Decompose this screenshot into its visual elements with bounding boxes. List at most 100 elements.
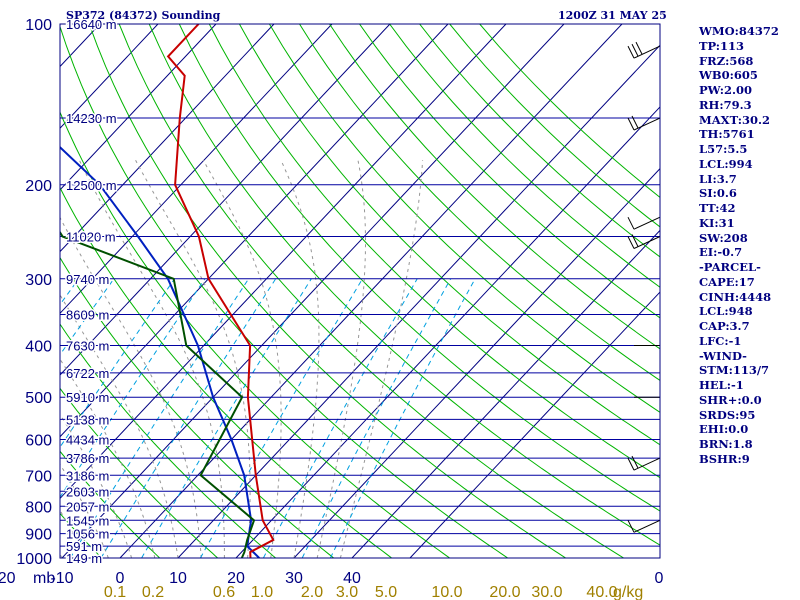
sounding-index-item: RH:79.3 [699, 97, 752, 112]
pressure-tick-label: 300 [25, 272, 52, 289]
wind-barb-flag [631, 43, 639, 57]
height-level-label: 9740 m [66, 272, 109, 287]
sounding-index-item: SI:0.6 [699, 186, 737, 201]
sounding-index-item: LCL:948 [699, 304, 753, 319]
wind-barb-flag [627, 520, 635, 533]
moist-adiabat-line [316, 160, 366, 558]
wind-barb-flag [631, 234, 639, 247]
moist-adiabat-line [78, 160, 225, 558]
moist-adiabat-line [60, 413, 133, 558]
height-level-label: 11020 m [66, 229, 116, 244]
wind-barb-staff [633, 519, 661, 533]
isotherm-line [60, 24, 217, 191]
temperature-profile-line [166, 24, 275, 558]
sounding-index-item: LI:3.7 [699, 171, 737, 186]
isotherm-line [235, 106, 660, 558]
mixing-ratio-label: 20.0 [489, 584, 520, 600]
height-level-label: 7630 m [66, 339, 109, 354]
height-level-label: 1545 m [66, 513, 109, 528]
isotherm-line [60, 24, 391, 376]
sounding-index-item: KI:31 [699, 215, 735, 230]
sounding-index-item: WB0:605 [699, 68, 758, 83]
pressure-tick-label: 900 [25, 527, 52, 544]
mixing-ratio-line [60, 278, 175, 448]
height-level-label: 6722 m [66, 366, 109, 381]
wind-barb-flag [627, 236, 635, 249]
isotherm-line [293, 167, 660, 558]
sounding-index-item: BSHR:9 [699, 451, 750, 466]
dry-adiabat-line [178, 24, 660, 512]
sounding-index-item: BRN:1.8 [699, 437, 753, 451]
sounding-index-item: CAP:3.7 [699, 319, 750, 333]
height-level-label: 12500 m [66, 178, 117, 193]
wind-barbs [627, 41, 661, 559]
moist-adiabat-line [202, 160, 282, 558]
mixing-ratio-label: 0.2 [142, 584, 164, 600]
mixing-ratio-line [199, 278, 363, 558]
sounding-index-item: TT:42 [699, 201, 736, 215]
wind-barb-flag [627, 117, 635, 131]
moist-adiabat-line [280, 160, 320, 558]
sounding-indices-list: WMO:84372 TP:113 FRZ:568 WB0:605 PW:2.00 RH:7… [699, 24, 779, 467]
wind-barb-staff [633, 457, 661, 471]
moist-adiabat-line [60, 216, 202, 558]
wind-barb-flag [631, 115, 639, 129]
temperature-tick-label: 30 [285, 570, 303, 587]
pressure-tick-label: 500 [25, 390, 52, 407]
wind-barb-flag [627, 216, 635, 230]
wind-barb-staff [633, 236, 661, 249]
wind-barb-staff [633, 216, 661, 230]
mixing-ratio-line [141, 278, 312, 558]
mixing-ratio-label: 5.0 [375, 584, 397, 600]
plot-frame [59, 23, 661, 559]
mixing-ratio-label: 0.6 [213, 584, 235, 600]
isotherm-line [60, 24, 507, 500]
pressure-tick-label: 200 [25, 178, 52, 195]
mixing-ratio-line [329, 278, 476, 558]
moist-adiabat-line [60, 463, 109, 558]
temperature-tick-label: 0 [116, 570, 125, 587]
mixing-ratio-label: 40.0 [586, 584, 617, 600]
sounding-index-item: SHR+:0.0 [699, 392, 762, 407]
height-level-label: 2057 m [66, 499, 109, 514]
sounding-index-item: LCL:994 [699, 156, 753, 171]
height-level-label: 3786 m [66, 451, 109, 466]
parcel-profile-line [60, 145, 260, 558]
sounding-index-item: PW:2.00 [699, 83, 753, 97]
temperature-tick-label: -10 [50, 570, 73, 587]
mixing-ratio-label: 30.0 [531, 584, 562, 600]
wind-barb-flag [635, 41, 643, 55]
height-level-label: 1056 m [66, 527, 109, 542]
height-level-label: 2603 m [66, 484, 109, 499]
sounding-index-item: SW:208 [699, 230, 748, 245]
wind-barb-flag [631, 455, 639, 469]
height-level-label: 8609 m [66, 308, 109, 323]
mixing-ratio-label: 0.1 [104, 584, 126, 600]
height-level-label: 4434 m [66, 433, 109, 448]
mixing-ratio-label: 10.0 [431, 584, 462, 600]
isotherm-line [61, 24, 565, 558]
sounding-index-item: CAPE:17 [699, 274, 755, 289]
height-level-label: 591 m [66, 539, 102, 554]
sounding-index-item: -WIND- [699, 348, 747, 363]
dry-adiabat-line [60, 25, 508, 558]
pressure-tick-label: 600 [25, 433, 52, 450]
pressure-tick-label: 800 [25, 499, 52, 516]
dewpoint-profile-line [60, 230, 256, 558]
pressure-tick-label: 700 [25, 468, 52, 485]
wind-barb-staff [633, 117, 661, 131]
sounding-index-item: TP:113 [699, 38, 745, 53]
sounding-index-item: STM:113/7 [699, 363, 770, 378]
isotherm-line [409, 291, 660, 558]
sounding-index-item: FRZ:568 [699, 53, 754, 68]
wind-barb-staff [633, 45, 661, 59]
wind-barb-flag [627, 457, 635, 471]
temperature-tick-label: -20 [0, 570, 16, 587]
wind-barb-flag [627, 45, 635, 59]
temperature-tick-label: 40 [343, 570, 361, 587]
height-level-label: 16640 m [66, 17, 117, 32]
height-level-label: 5910 m [66, 390, 109, 405]
x-unit-label: mb [33, 570, 55, 587]
